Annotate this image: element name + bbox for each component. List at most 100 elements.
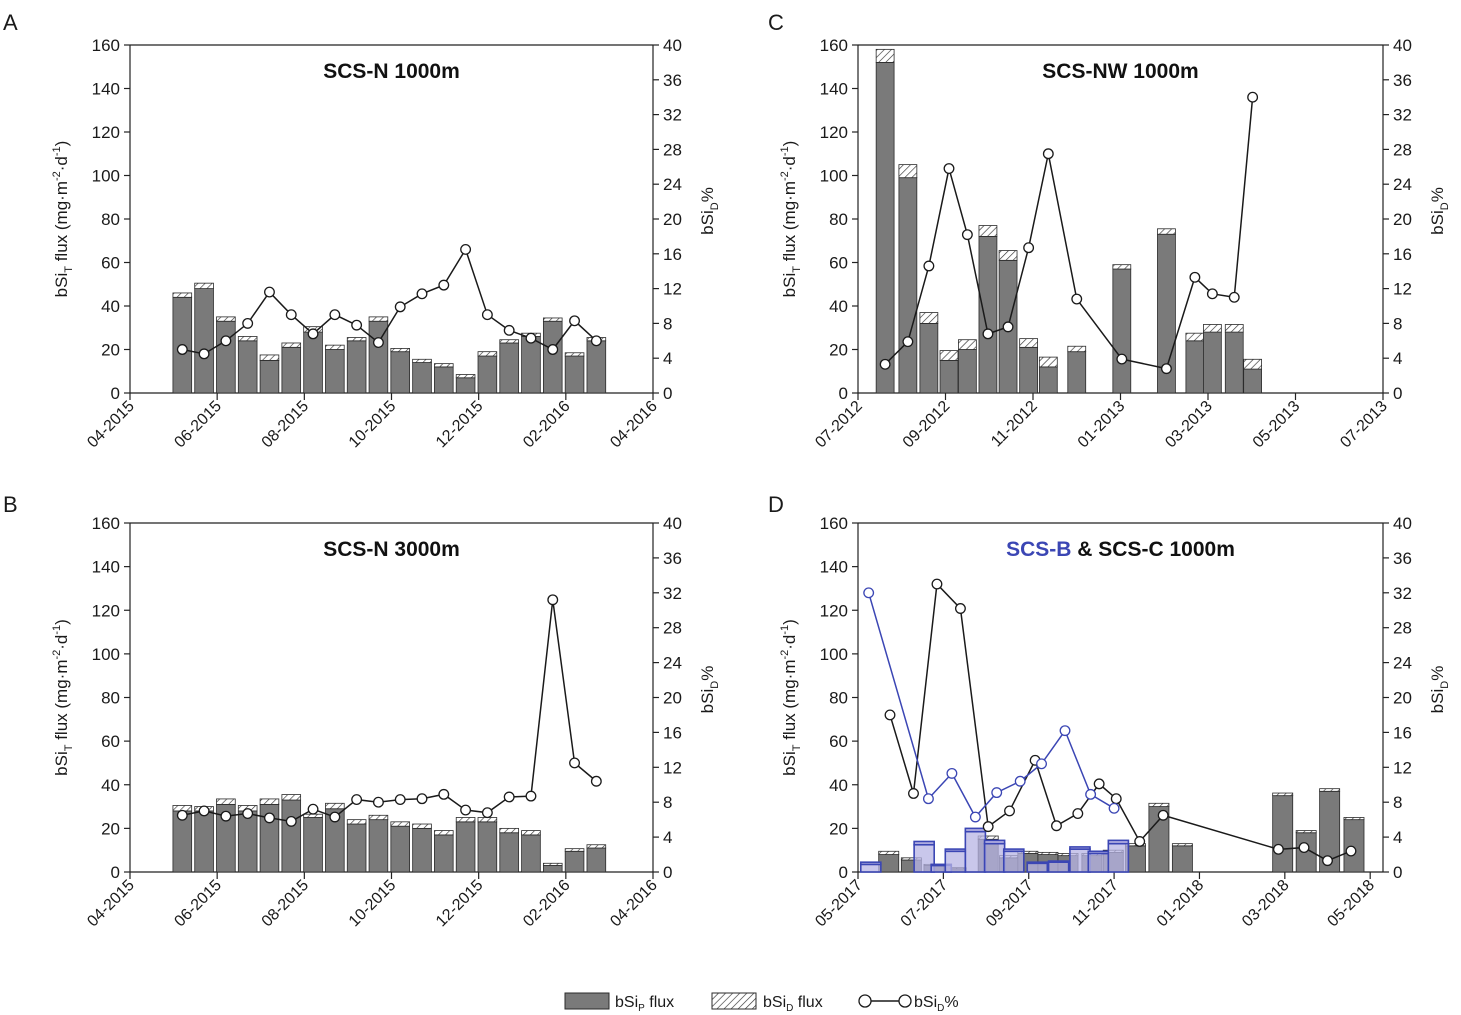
panel-label: D <box>768 492 784 517</box>
pct-point <box>931 578 943 590</box>
x-tick-label: 02-2016 <box>520 877 574 931</box>
x-tick-label: 04-2015 <box>84 398 138 452</box>
bar-bsid <box>1243 358 1262 370</box>
y-tick-label: 140 <box>92 558 120 577</box>
bar-bsid <box>564 848 585 852</box>
x-tick-label: 05-2018 <box>1324 877 1378 931</box>
y2-tick-label: 40 <box>1393 514 1412 533</box>
y-axis-title: bSiT flux (mg·m-2·d-1) <box>779 619 803 776</box>
y2-tick-label: 4 <box>663 828 672 847</box>
y-tick-label: 120 <box>820 601 848 620</box>
y2-tick-label: 24 <box>1393 175 1412 194</box>
bar-bsid <box>1148 802 1170 807</box>
bar-bsip <box>455 377 476 394</box>
bar-bsid <box>521 830 541 836</box>
x-tick-label: 05-2013 <box>1250 398 1304 452</box>
bar-bsid <box>368 814 389 821</box>
bar-bsip <box>939 359 959 394</box>
bar-bsip <box>958 349 977 394</box>
y2-tick-label: 40 <box>663 36 682 55</box>
x-tick-label: 11-2017 <box>1069 877 1122 930</box>
x-tick-label: 12-2015 <box>433 398 487 452</box>
y2-tick-label: 4 <box>1393 349 1402 368</box>
bar-bsip <box>542 320 563 394</box>
pct-point <box>503 791 515 803</box>
bar-bsid <box>499 339 519 344</box>
y-tick-label: 160 <box>820 514 848 533</box>
bar-bsid <box>499 827 519 834</box>
y-tick-label: 80 <box>101 210 120 229</box>
bar-bsid <box>878 850 900 855</box>
bar-bsip <box>303 331 323 394</box>
bar-bsip <box>194 810 214 873</box>
y-axis-title: bSiT flux (mg·m-2·d-1) <box>51 141 75 298</box>
pct-point <box>1160 363 1172 375</box>
y-tick-label: 40 <box>101 776 120 795</box>
x-tick-label: 04-2015 <box>84 877 138 931</box>
pct-point <box>1014 775 1026 787</box>
panel-B: B 0 20 40 60 80 100 120 140 160 0 4 8 12 16 20 24 28 32 36 4… <box>3 492 721 930</box>
y-tick-label: 160 <box>820 36 848 55</box>
x-tick-label: 09-2012 <box>900 398 954 452</box>
bar-bsip <box>1069 848 1091 873</box>
pct-point <box>525 332 537 344</box>
y2-tick-label: 8 <box>663 793 672 812</box>
line-series-0 <box>879 91 1259 375</box>
bar-bsip <box>978 235 998 394</box>
legend-label-bsid: bSiD flux <box>763 994 823 1014</box>
pct-point <box>1157 809 1169 821</box>
pct-point <box>198 348 210 360</box>
bar-bsid <box>939 350 959 361</box>
pct-point <box>438 788 450 800</box>
bar-bsid <box>368 316 389 322</box>
line-series-0 <box>176 243 602 360</box>
legend-label-pct: bSiD% <box>914 994 959 1014</box>
y2-tick-label: 28 <box>663 619 682 638</box>
panel-C: C 0 20 40 60 80 100 120 140 160 0 4 8 12 16 20 24 28 32 36 4… <box>768 10 1451 451</box>
line-series-0 <box>884 578 1357 867</box>
pct-point <box>1085 788 1097 800</box>
pct-point <box>1071 293 1083 305</box>
pct-point <box>460 243 472 255</box>
x-tick-label: 12-2015 <box>433 877 487 931</box>
bar-bsid <box>325 802 345 810</box>
y-tick-label: 100 <box>820 645 848 664</box>
pct-point <box>1272 843 1284 855</box>
legend: bSiP flux bSiD flux bSiD% <box>564 992 959 1014</box>
bar-bsip <box>521 336 541 394</box>
legend-marker-pct-right <box>898 994 912 1008</box>
bar-bsip <box>564 355 585 394</box>
y2-tick-label: 20 <box>1393 210 1412 229</box>
pct-point <box>525 790 537 802</box>
bar-bsip <box>499 832 519 873</box>
pct-point <box>943 163 955 174</box>
pct-point <box>503 324 515 336</box>
bar-bsip <box>412 362 432 394</box>
bar-bsid <box>1185 332 1205 342</box>
bar-bsip <box>586 340 607 394</box>
bar-bsip <box>281 346 302 394</box>
pct-point <box>884 709 896 721</box>
bar-bsip <box>346 823 367 873</box>
bar-bsid <box>390 821 410 827</box>
y2-tick-label: 40 <box>663 514 682 533</box>
bar-bsip <box>944 850 967 873</box>
bar-bsid <box>259 354 280 361</box>
x-tick-label: 07-2013 <box>1337 398 1391 452</box>
pct-point <box>307 328 319 340</box>
pct-point <box>1093 778 1105 790</box>
y2-tick-label: 36 <box>663 71 682 90</box>
bar-bsip <box>281 799 302 873</box>
bar-bsip <box>1243 368 1262 394</box>
y2-tick-label: 8 <box>663 314 672 333</box>
bar-bsip <box>878 854 900 873</box>
y-tick-label: 20 <box>829 819 848 838</box>
bar-bsid <box>281 342 302 348</box>
pct-point <box>394 794 406 806</box>
pct-point <box>547 344 559 355</box>
bar-bsid <box>412 358 432 363</box>
bar-bsid <box>564 352 585 357</box>
x-tick-label: 04-2016 <box>607 877 661 931</box>
y2-tick-label: 8 <box>1393 314 1402 333</box>
